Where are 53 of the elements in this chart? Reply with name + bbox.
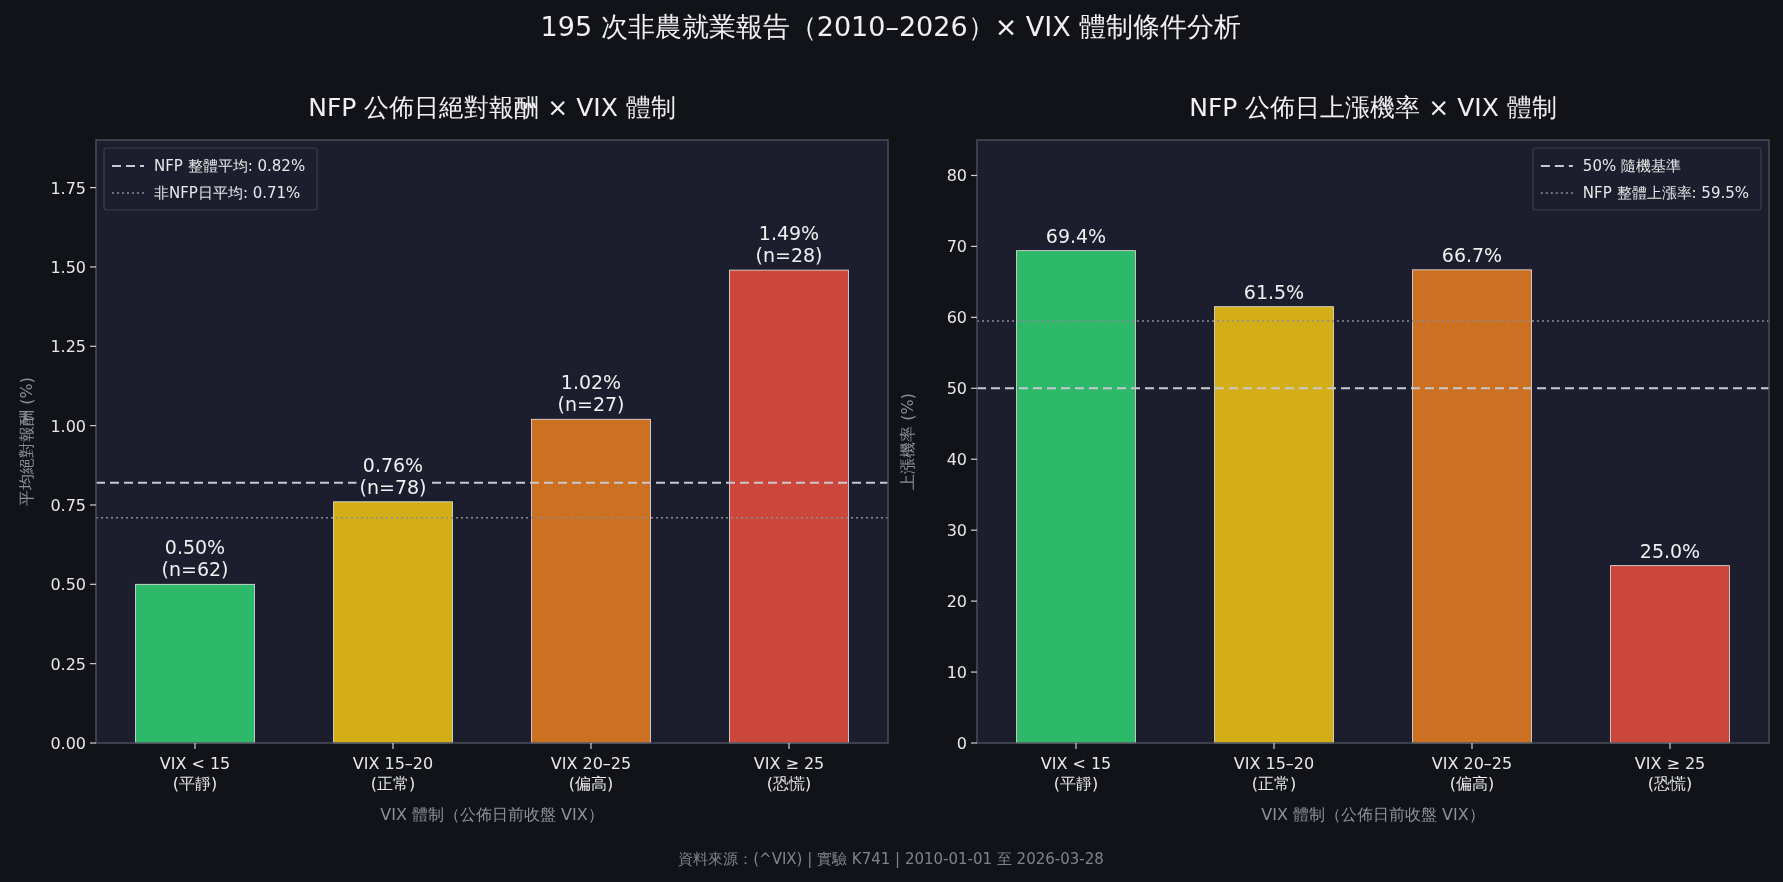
y-tick-label: 0 (956, 734, 967, 753)
y-tick-label: 40 (946, 450, 967, 470)
y-tick-label: 0.75 (50, 495, 86, 515)
data-label: 0.76% (n=78) (359, 453, 427, 498)
legend-label: 非NFP日平均: 0.71% (154, 184, 301, 202)
y-tick-label: 0.25 (50, 654, 86, 674)
bar (333, 501, 453, 744)
x-tick-label: VIX ≥ 25 (恐慌) (753, 754, 825, 793)
y-tick-label: 30 (946, 521, 967, 541)
x-tick-label: VIX 15–20 (正常) (1233, 754, 1315, 793)
y-tick-label: 60 (946, 308, 967, 328)
legend-label: NFP 整體平均: 0.82% (154, 157, 306, 175)
x-tick-label: VIX < 15 (平靜) (1040, 754, 1112, 793)
y-tick-label: 0.00 (50, 734, 86, 753)
y-axis-title: 平均絕對報酬 (%) (17, 377, 36, 506)
bar (1610, 565, 1730, 744)
bar (1412, 269, 1532, 744)
y-tick-label: 1.75 (50, 178, 86, 198)
y-tick-label: 10 (946, 663, 967, 683)
chart-title: NFP 公佈日上漲機率 × VIX 體制 (1189, 93, 1557, 122)
legend-label: 50% 隨機基準 (1582, 157, 1681, 175)
y-tick-label: 20 (946, 592, 967, 612)
y-tick-label: 1.00 (50, 416, 86, 436)
y-tick-label: 50 (946, 379, 967, 399)
bar (531, 418, 651, 744)
x-axis-title: VIX 體制（公佈日前收盤 VIX） (380, 805, 604, 824)
data-label: 1.02% (n=27) (557, 371, 625, 416)
x-tick-label: VIX 15–20 (正常) (352, 754, 434, 793)
y-tick-label: 0.50 (50, 575, 86, 595)
x-tick-label: VIX < 15 (平靜) (159, 754, 231, 793)
x-tick-label: VIX 20–25 (偏高) (550, 754, 632, 793)
source-note: 資料來源：(^VIX) | 實驗 K741 | 2010-01-01 至 2026-03-28 (678, 850, 1104, 868)
data-label: 1.49% (n=28) (755, 222, 823, 267)
y-tick-label: 1.50 (50, 257, 86, 277)
x-axis-title: VIX 體制（公佈日前收盤 VIX） (1261, 805, 1485, 824)
data-label: 61.5% (1243, 280, 1305, 303)
data-label: 25.0% (1639, 539, 1701, 562)
chart-title: NFP 公佈日絕對報酬 × VIX 體制 (308, 93, 676, 122)
data-label: 0.50% (n=62) (161, 536, 229, 581)
text: 195 次非農就業報告（2010–2026）× VIX 體制條件分析 (540, 11, 1242, 42)
x-tick-label: VIX ≥ 25 (恐慌) (1634, 754, 1706, 793)
y-axis-title: 上漲機率 (%) (898, 393, 917, 490)
y-tick-label: 1.25 (50, 337, 86, 357)
data-label: 66.7% (1441, 243, 1503, 266)
y-tick-label: 80 (946, 166, 967, 186)
bar (1214, 306, 1334, 744)
y-tick-label: 70 (946, 237, 967, 257)
bar (1016, 250, 1136, 744)
bar (135, 583, 255, 744)
bar (729, 269, 849, 744)
data-label: 69.4% (1045, 224, 1107, 247)
x-tick-label: VIX 20–25 (偏高) (1431, 754, 1513, 793)
legend-label: NFP 整體上漲率: 59.5% (1582, 184, 1749, 202)
